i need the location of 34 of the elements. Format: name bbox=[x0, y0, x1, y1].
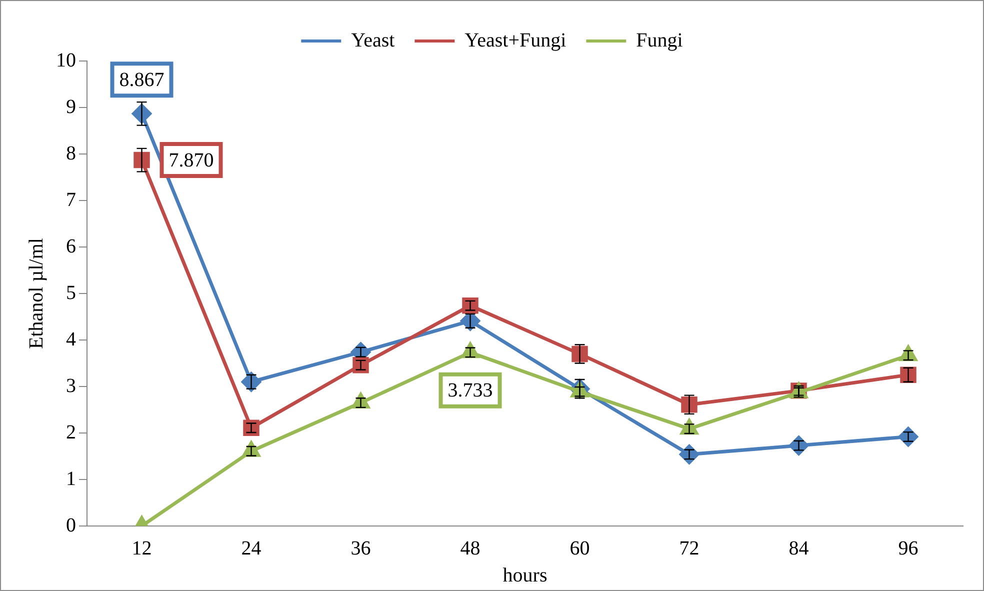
y-tick-label: 8 bbox=[66, 142, 76, 164]
x-tick-label: 36 bbox=[350, 537, 371, 560]
point bbox=[462, 297, 478, 314]
data-label: 7.870 bbox=[168, 149, 214, 172]
y-tick-label: 2 bbox=[66, 421, 76, 444]
x-tick-label: 48 bbox=[460, 537, 480, 560]
point bbox=[680, 444, 699, 464]
point bbox=[242, 372, 261, 392]
legend-label: Yeast+Fungi bbox=[464, 29, 567, 52]
y-tick-label: 1 bbox=[66, 468, 76, 490]
y-tick-label: 9 bbox=[66, 96, 76, 118]
point bbox=[789, 436, 808, 456]
legend-label: Fungi bbox=[636, 29, 684, 52]
y-tick-label: 4 bbox=[66, 328, 76, 350]
point bbox=[898, 426, 918, 446]
data-label: 3.733 bbox=[448, 380, 493, 402]
point bbox=[243, 420, 260, 436]
x-tick-label: 72 bbox=[679, 537, 700, 560]
x-tick-label: 84 bbox=[788, 537, 809, 560]
y-tick-label: 7 bbox=[66, 188, 76, 211]
y-tick-label: 0 bbox=[66, 514, 76, 536]
x-tick-label: 12 bbox=[132, 537, 152, 560]
y-axis-title: Ethanol µl/ml bbox=[25, 238, 48, 349]
legend-label: Yeast bbox=[351, 29, 396, 52]
x-tick-label: 96 bbox=[898, 537, 918, 560]
x-tick-label: 60 bbox=[570, 537, 590, 560]
y-tick-label: 5 bbox=[66, 282, 76, 304]
x-tick-label: 24 bbox=[241, 537, 262, 560]
y-tick-label: 3 bbox=[66, 374, 76, 397]
data-label: 8.867 bbox=[119, 68, 164, 91]
y-tick-label: 10 bbox=[56, 49, 76, 72]
x-axis-title: hours bbox=[502, 564, 548, 586]
y-tick-label: 6 bbox=[66, 235, 76, 258]
point bbox=[352, 356, 369, 374]
